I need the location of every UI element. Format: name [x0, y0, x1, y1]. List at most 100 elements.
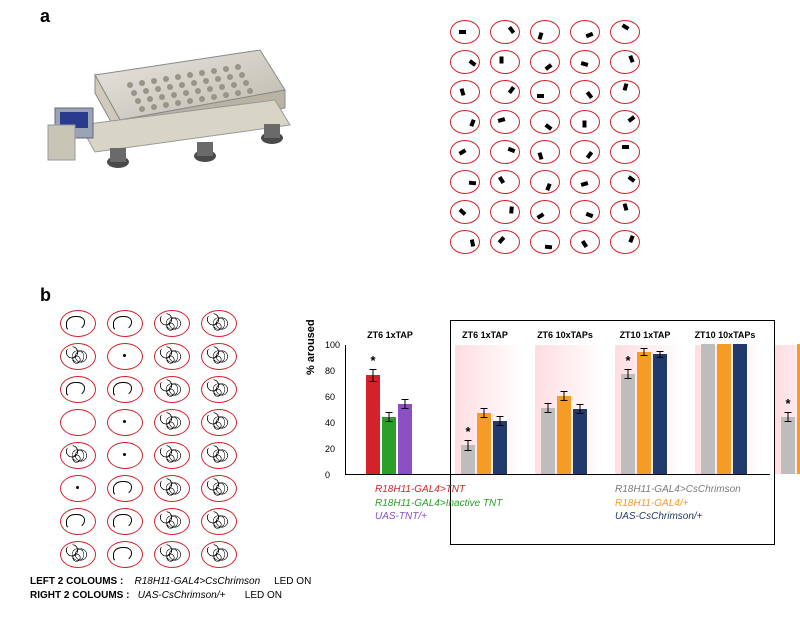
- well-trace: [60, 541, 96, 568]
- well: [610, 80, 640, 104]
- caption-right-genotype: UAS-CsChrimson/+: [138, 590, 226, 601]
- well-trace: [60, 409, 96, 436]
- well: [610, 230, 640, 254]
- well: [530, 140, 560, 164]
- well-trace: [60, 475, 96, 502]
- chart-group-label: ZT6 1xTAP: [355, 330, 425, 340]
- arousal-chart: % aroused **** R18H11-GAL4>TNTR18H11-GAL…: [295, 320, 780, 550]
- chart-bar: [493, 421, 507, 474]
- chart-ylabel: % aroused: [305, 319, 317, 375]
- well-trace: [201, 442, 237, 469]
- well: [450, 80, 480, 104]
- well: [570, 50, 600, 74]
- chart-ytick: 80: [325, 366, 335, 376]
- significance-star: *: [625, 353, 630, 368]
- chart-legend-left: R18H11-GAL4>TNTR18H11-GAL4>Inactive TNTU…: [375, 483, 502, 524]
- legend-item: R18H11-GAL4>CsChrimson: [615, 483, 741, 497]
- well: [450, 20, 480, 44]
- well: [530, 20, 560, 44]
- chart-bar: [573, 409, 587, 474]
- well-trace: [107, 310, 143, 337]
- well: [450, 230, 480, 254]
- well: [570, 230, 600, 254]
- panel-b-label: b: [40, 285, 51, 306]
- chart-ytick: 0: [325, 470, 330, 480]
- chart-bar: [717, 344, 731, 474]
- chart-group-label: ZT6 1xTAP: [450, 330, 520, 340]
- well-trace: [154, 508, 190, 535]
- legend-item: R18H11-GAL4>TNT: [375, 483, 502, 497]
- chart-bar-group: *: [781, 344, 800, 474]
- well-trace: [154, 442, 190, 469]
- well: [490, 200, 520, 224]
- well: [610, 110, 640, 134]
- well: [490, 50, 520, 74]
- panel-a-label: a: [40, 6, 50, 27]
- chart-bar-group: *: [621, 352, 667, 474]
- legend-item: UAS-TNT/+: [375, 510, 502, 524]
- apparatus-illustration: [40, 30, 300, 180]
- chart-group-label: ZT6 10xTAPs: [530, 330, 600, 340]
- chart-group-label: ZT10 10xTAPs: [690, 330, 760, 340]
- well: [610, 50, 640, 74]
- well-trace: [60, 310, 96, 337]
- well-grid-b: [60, 310, 245, 571]
- chart-ytick: 100: [325, 340, 340, 350]
- well: [490, 140, 520, 164]
- well: [490, 170, 520, 194]
- chart-ytick: 20: [325, 444, 335, 454]
- well: [450, 50, 480, 74]
- legend-item: UAS-CsChrimson/+: [615, 510, 741, 524]
- well: [450, 110, 480, 134]
- well-trace: [154, 343, 190, 370]
- chart-bar: [637, 352, 651, 474]
- well: [570, 20, 600, 44]
- well: [530, 80, 560, 104]
- chart-bar: [382, 417, 396, 474]
- chart-group-label: ZT10 1xTAP: [610, 330, 680, 340]
- well-trace: [201, 409, 237, 436]
- well: [570, 80, 600, 104]
- well: [530, 230, 560, 254]
- well: [530, 110, 560, 134]
- chart-bar: [701, 344, 715, 474]
- chart-bar: *: [366, 375, 380, 474]
- well: [450, 170, 480, 194]
- well: [610, 200, 640, 224]
- well-trace: [201, 310, 237, 337]
- chart-bar: [653, 354, 667, 474]
- legend-item: R18H11-GAL4>Inactive TNT: [375, 497, 502, 511]
- well-trace: [60, 343, 96, 370]
- well: [490, 230, 520, 254]
- well-grid-a: [450, 20, 648, 258]
- caption-left-cond: LED ON: [274, 576, 311, 587]
- chart-bar-group: *: [461, 413, 507, 474]
- well: [490, 20, 520, 44]
- well-trace: [154, 409, 190, 436]
- well-trace: [201, 343, 237, 370]
- chart-bar: [557, 396, 571, 474]
- well: [610, 140, 640, 164]
- well: [610, 20, 640, 44]
- caption-right-label: RIGHT 2 COLOUMS :: [30, 590, 129, 601]
- chart-bar: *: [461, 445, 475, 474]
- well-trace: [201, 475, 237, 502]
- chart-bar: [398, 404, 412, 474]
- well-trace: [107, 343, 143, 370]
- well: [530, 50, 560, 74]
- chart-bar-group: [541, 396, 587, 474]
- well: [490, 80, 520, 104]
- well-trace: [154, 376, 190, 403]
- well-trace: [201, 376, 237, 403]
- well: [530, 170, 560, 194]
- well: [570, 140, 600, 164]
- caption-left-genotype: R18H11-GAL4>CsChrimson: [134, 576, 260, 587]
- well-trace: [154, 310, 190, 337]
- legend-item: R18H11-GAL4/+: [615, 497, 741, 511]
- well-trace: [107, 475, 143, 502]
- chart-bar: [541, 408, 555, 474]
- well-trace: [107, 442, 143, 469]
- well-trace: [60, 442, 96, 469]
- chart-bar: *: [781, 417, 795, 474]
- well: [450, 140, 480, 164]
